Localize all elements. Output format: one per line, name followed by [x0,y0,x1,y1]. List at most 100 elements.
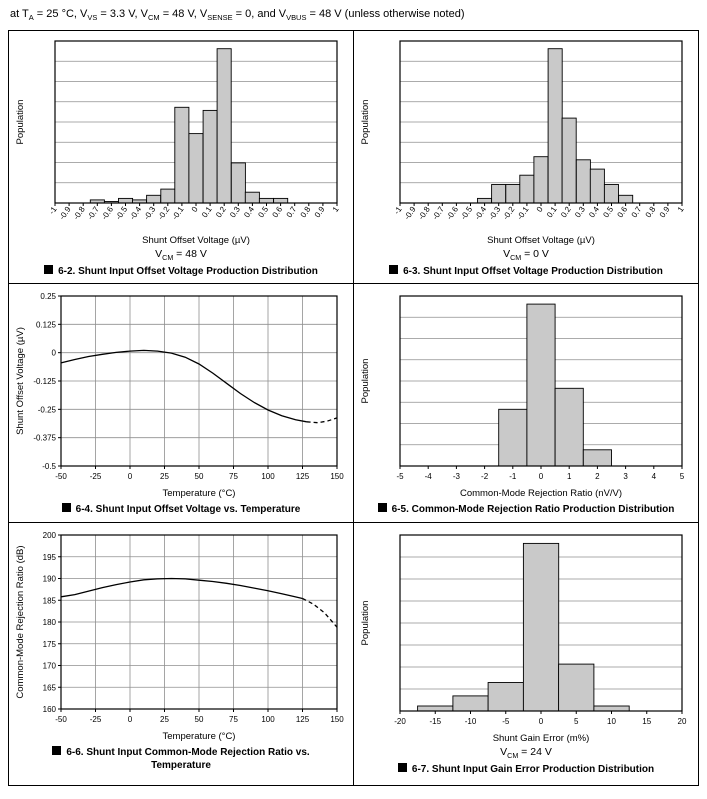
histogram-bar [258,198,274,204]
x-tick-label: 0.4 [242,205,256,220]
x-tick-label: -3 [453,472,461,481]
figure-6-5-caption: 6-5. Common-Mode Rejection Ratio Product… [377,503,674,516]
x-tick-label: 0.3 [228,205,242,220]
x-tick-label: -0.1 [515,205,531,222]
x-tick-label: 1 [567,472,572,481]
x-tick-label: 2 [595,472,600,481]
figure-6-4-caption: 6-4. Shunt Input Offset Voltage vs. Temp… [61,503,300,516]
histogram-bar [554,388,584,467]
x-tick-label: -0.5 [459,205,475,222]
histogram-bar [202,110,218,204]
chart-6-3-condition: VCM = 0 V [503,248,549,263]
histogram-bar [174,107,190,204]
chart-6-7-histogram: -20 -15 -10 -5 0 5 10 15 20 Shunt Gain Error (m%)… [360,534,687,744]
x-tick-label: 0 [539,472,544,481]
figure-marker-icon [397,763,407,773]
x-tick-label: -50 [55,472,67,481]
x-tick-label: 125 [296,472,310,481]
x-tick-label: 0 [539,717,544,726]
histogram-bar [533,156,549,204]
x-tick-label: -5 [502,717,510,726]
x-tick-label: 0.4 [587,205,601,220]
x-tick-label: 0.1 [545,205,559,220]
x-tick-label: 50 [195,472,204,481]
y-tick-label: 185 [43,596,57,605]
x-tick-label: 100 [261,715,275,724]
x-tick-label: 1 [676,205,686,214]
histogram-bar [505,184,521,204]
figure-marker-icon [377,503,387,513]
figure-6-7-caption: 6-7. Shunt Input Gain Error Production D… [397,763,654,776]
y-tick-label: -0.5 [42,462,56,471]
x-tick-label: 125 [296,715,310,724]
figure-6-5: -5 -4 -3 -2 -1 0 1 2 3 4 5 Common-Mode Rejection Ra… [354,284,698,523]
histogram-bar [547,48,563,204]
x-tick-label: 25 [160,715,169,724]
histogram-bar [452,695,489,712]
x-tick-label: 15 [642,717,651,726]
x-tick-label: -0.6 [100,205,116,222]
x-tick-label: -0.9 [402,205,418,222]
figure-6-3: -1 -0.9 -0.8 -0.7 -0.6 -0.5 -0.4 -0.3 -0.2 -0.1 0 0… [354,31,698,284]
y-tick-label: -0.25 [38,406,57,415]
histogram-bar [230,162,246,204]
y-axis-label: Shunt Offset Voltage (µV) [15,327,26,435]
x-tick-label: 100 [261,472,275,481]
figure-marker-icon [389,265,399,275]
figure-marker-icon [61,503,71,513]
x-tick-label: -15 [429,717,441,726]
histogram-bar [160,188,176,204]
x-tick-label: 0.7 [630,205,644,220]
x-tick-label: -1 [392,205,404,216]
x-tick-label: 0.2 [214,205,228,220]
figure-6-3-caption: 6-3. Shunt Input Offset Voltage Producti… [389,265,663,278]
x-tick-label: -0.5 [114,205,130,222]
x-tick-label: -0.8 [72,205,88,222]
x-tick-label: 0.8 [299,205,313,220]
x-tick-label: 0.5 [256,205,270,220]
x-tick-label: 0 [535,205,545,214]
figure-6-3-caption-text: 6-3. Shunt Input Offset Voltage Producti… [403,266,663,278]
y-tick-label: 0.25 [40,292,56,301]
x-tick-label: 0.9 [658,205,672,220]
y-tick-label: 180 [43,618,57,627]
x-tick-label: 5 [680,472,685,481]
x-tick-label: -0.7 [86,205,102,222]
x-tick-label: 150 [330,472,344,481]
series-line [60,349,307,423]
chart-6-2-condition: VCM = 48 V [155,248,207,263]
x-tick-label: 0.6 [615,205,629,220]
histogram-bar [216,48,232,204]
x-tick-label: -50 [55,715,67,724]
x-tick-label: -0.4 [128,205,144,222]
histogram-bar [519,174,535,204]
y-tick-label: 170 [43,662,57,671]
x-tick-label: 4 [652,472,657,481]
figure-6-4: -50 -25 0 25 50 75 100 125 150 0.25 0.125 0 -0.125 -0… [9,284,353,523]
x-tick-label: -1 [47,205,59,216]
y-axis-label: Population [360,359,371,404]
test-conditions-header: at TA = 25 °C, VVS = 3.3 V, VCM = 48 V, … [10,8,465,23]
y-axis-label: Population [15,100,26,145]
x-tick-label: -1 [509,472,517,481]
y-tick-label: 0 [52,349,57,358]
y-tick-label: 195 [43,553,57,562]
series-line [60,578,303,600]
x-tick-label: -0.4 [473,205,489,222]
x-tick-label: -0.3 [487,205,503,222]
series-line-dashed [306,417,338,424]
histogram-bar [593,705,630,712]
histogram-bar [477,198,493,204]
x-axis-label: Temperature (°C) [163,488,236,499]
x-tick-label: 0.3 [573,205,587,220]
figure-6-7: -20 -15 -10 -5 0 5 10 15 20 Shunt Gain Error (m%)… [354,523,698,786]
x-tick-label: -0.6 [445,205,461,222]
figure-6-6-caption-text: 6-6. Shunt Input Common-Mode Rejection R… [66,747,310,772]
histogram-bar [487,682,524,712]
chart-6-5-histogram: -5 -4 -3 -2 -1 0 1 2 3 4 5 Common-Mode Rejection Ra… [360,295,685,499]
x-tick-label: -0.1 [170,205,186,222]
x-tick-label: -25 [90,715,102,724]
x-tick-label: -0.2 [501,205,517,222]
histogram-bar [582,449,612,467]
x-tick-label: 50 [195,715,204,724]
